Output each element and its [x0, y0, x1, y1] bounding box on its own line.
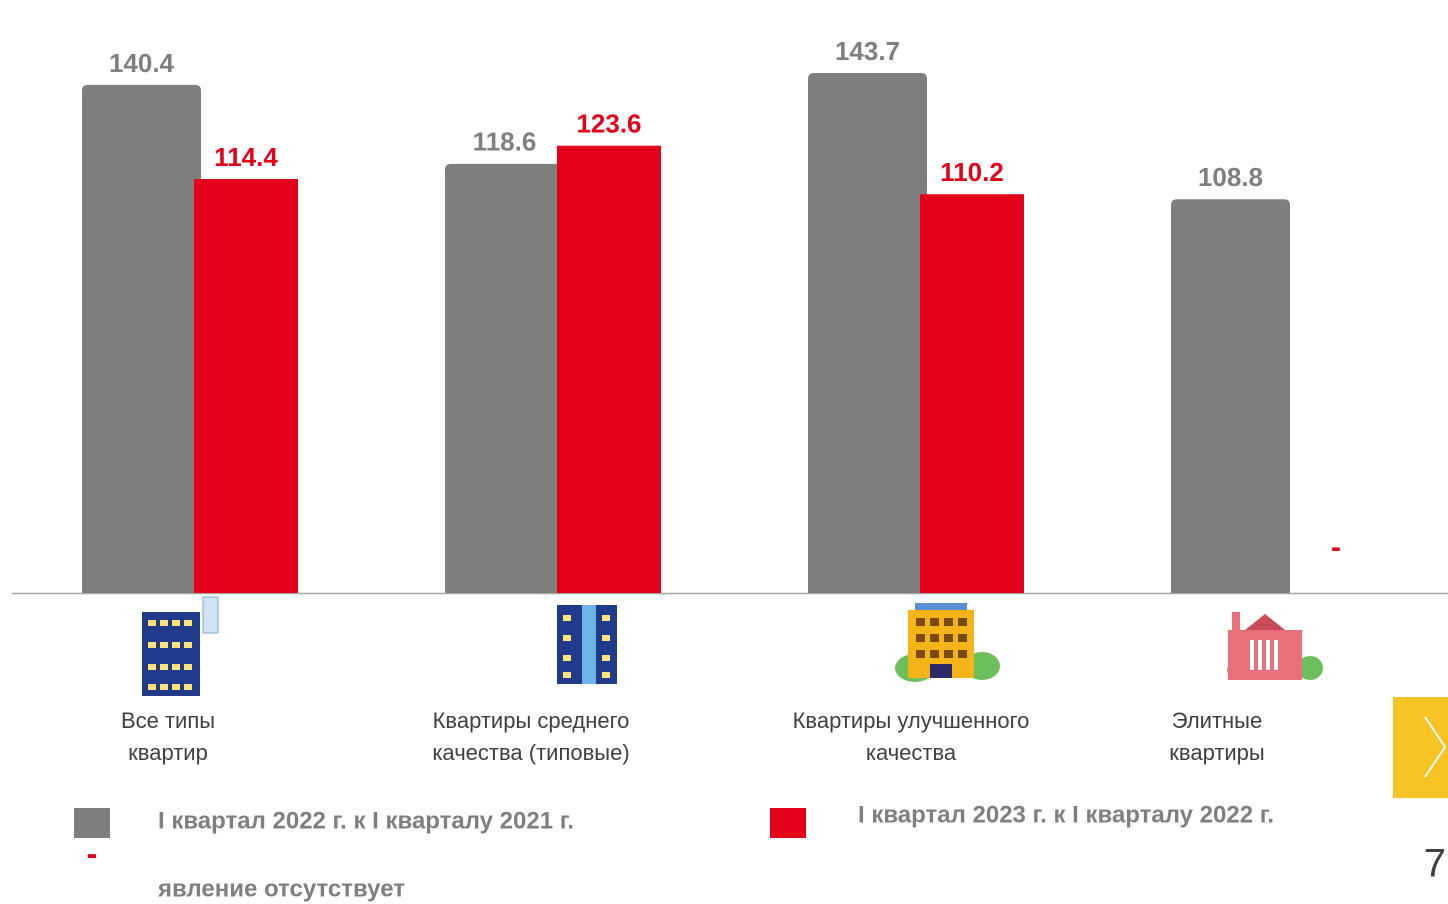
value-label: 108.8 [1198, 162, 1263, 192]
note-text: явление отсутствует [157, 875, 405, 902]
next-button[interactable] [1393, 697, 1448, 798]
x-tick-label: Квартиры среднего качества (типовые) [432, 708, 630, 765]
value-label: 118.6 [473, 127, 537, 157]
bar [82, 84, 201, 594]
value-label: 143.7 [835, 36, 900, 66]
chevron [1424, 716, 1447, 778]
icon-building [142, 596, 219, 696]
value-label: 123.6 [576, 109, 641, 139]
icon-building [1227, 612, 1323, 680]
bar [194, 179, 298, 593]
x-tick-label: Элитные квартиры [1169, 708, 1265, 765]
value-label: 114.4 [214, 142, 278, 172]
legend-label: I квартал 2023 г. к I кварталу 2022 г. [858, 801, 1274, 828]
bar [1171, 199, 1290, 593]
bar [445, 163, 564, 593]
x-tick-label: Квартиры улучшенного качества [792, 708, 1030, 765]
bar [557, 145, 661, 593]
note-symbol: - [87, 835, 98, 871]
legend-label: I квартал 2022 г. к I кварталу 2021 г. [158, 807, 574, 834]
bar [920, 194, 1024, 593]
bar [808, 72, 927, 594]
value-label: 110.2 [940, 157, 1004, 187]
missing-symbol: - [1331, 531, 1341, 564]
legend-swatch [74, 808, 110, 838]
legend-swatch [770, 808, 806, 838]
value-label: 140.4 [109, 48, 175, 78]
icon-building [557, 605, 617, 684]
icon-building [895, 603, 1000, 682]
page-number: 7 [1424, 842, 1446, 886]
x-tick-label: Все типы квартир [120, 708, 216, 765]
